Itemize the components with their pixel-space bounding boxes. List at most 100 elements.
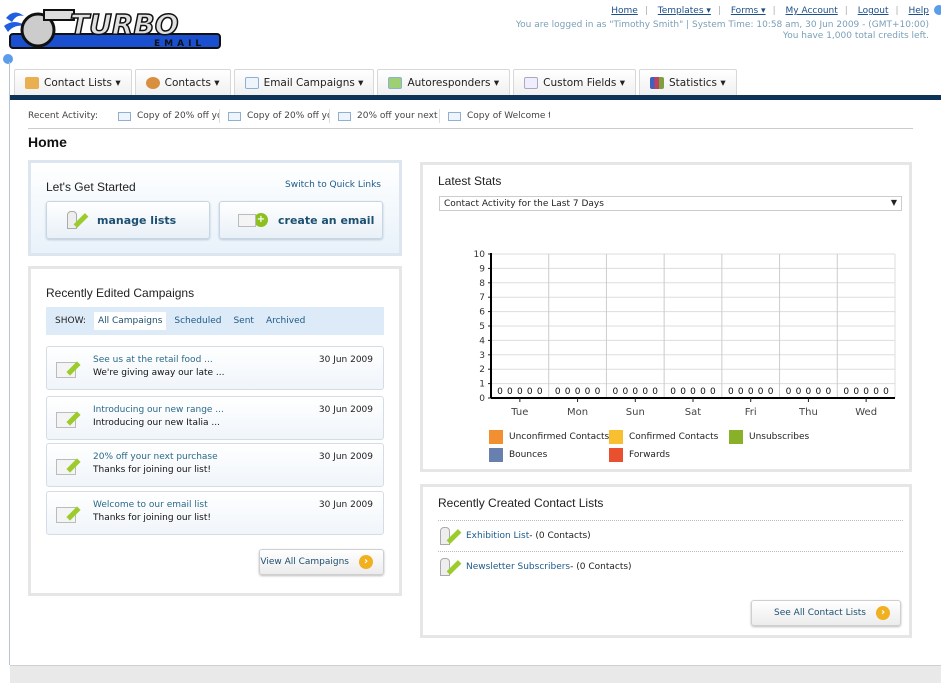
select-value: Contact Activity for the Last 7 Days (444, 199, 604, 209)
legend-swatch (489, 430, 503, 444)
campaign-title[interactable]: Introducing our new range ... (93, 405, 224, 415)
svg-text:EMAIL: EMAIL (154, 39, 205, 49)
decorative-dot (934, 5, 941, 15)
campaign-item[interactable]: Welcome to our email list Thanks for join… (46, 491, 384, 535)
page-title: Home (28, 134, 67, 150)
x-tick-label: Sun (626, 407, 645, 418)
recent-activity-item[interactable]: Copy of 20% off yo (110, 109, 221, 123)
recent-activity-item[interactable]: Copy of Welcome to (440, 109, 550, 123)
recent-activity-item[interactable]: Copy of 20% off yo (220, 109, 331, 123)
my-account-link[interactable]: My Account (785, 6, 838, 16)
filter-archived[interactable]: Archived (265, 316, 306, 326)
switch-quick-links-link[interactable]: Switch to Quick Links (285, 180, 381, 190)
campaign-filter: SHOW: All Campaigns Scheduled Sent Archi… (46, 307, 384, 335)
divider (9, 62, 10, 665)
campaign-item[interactable]: 20% off your next purchase Thanks for joi… (46, 443, 384, 487)
envelope-icon (228, 111, 242, 121)
panel-title: Recently Edited Campaigns (46, 286, 195, 300)
tab-contacts[interactable]: Contacts ▾ (134, 69, 231, 95)
manage-lists-button[interactable]: manage lists (46, 201, 210, 239)
data-label: 0 (613, 387, 619, 397)
campaign-subtitle: Thanks for joining our list! (93, 513, 212, 523)
tab-email-campaigns[interactable]: Email Campaigns ▾ (233, 69, 375, 95)
data-label: 0 (642, 387, 648, 397)
home-link[interactable]: Home (611, 6, 638, 16)
data-label: 0 (710, 387, 716, 397)
legend-item: Bounces (489, 448, 547, 462)
edit-email-icon (56, 455, 80, 477)
y-tick-label: 8 (479, 279, 485, 289)
legend-swatch (489, 448, 503, 462)
tab-statistics[interactable]: Statistics ▾ (639, 69, 737, 95)
contact-count: - (0 Contacts) (529, 530, 591, 541)
data-label: 0 (585, 387, 591, 397)
envelope-icon (238, 213, 256, 227)
contact-count: - (0 Contacts) (570, 561, 632, 572)
tab-label: Custom Fields ▾ (543, 76, 626, 89)
stats-select[interactable]: Contact Activity for the Last 7 Days ▼ (439, 196, 902, 211)
legend-label: Bounces (509, 450, 548, 460)
data-label: 0 (652, 387, 658, 397)
y-tick-label: 2 (479, 365, 485, 375)
data-label: 0 (565, 387, 571, 397)
x-tick-label: Tue (510, 407, 528, 418)
data-label: 0 (622, 387, 628, 397)
legend-swatch (609, 430, 623, 444)
data-label: 0 (758, 387, 764, 397)
campaign-title[interactable]: See us at the retail food ... (93, 355, 213, 365)
item-label: Copy of 20% off yo (247, 111, 331, 121)
filter-scheduled[interactable]: Scheduled (174, 316, 222, 326)
campaign-title[interactable]: Welcome to our email list (93, 500, 208, 510)
button-label: manage lists (97, 213, 177, 227)
edit-list-icon (65, 209, 87, 231)
edit-list-icon (438, 556, 460, 578)
latest-stats-panel: Latest Stats Contact Activity for the La… (420, 162, 912, 472)
contact-lists-icon (25, 76, 39, 89)
help-link[interactable]: Help (908, 6, 929, 16)
tab-label: Contact Lists ▾ (44, 76, 121, 89)
footer-area (10, 665, 941, 683)
tab-autoresponders[interactable]: Autoresponders ▾ (377, 69, 511, 95)
campaign-date: 30 Jun 2009 (318, 405, 373, 415)
campaign-subtitle: Introducing our new Italia ... (93, 418, 220, 428)
see-all-contact-lists-button[interactable]: See All Contact Lists › (751, 600, 901, 626)
campaign-item[interactable]: See us at the retail food ... We're givin… (46, 346, 384, 390)
item-label: Copy of Welcome to (467, 111, 551, 121)
data-label: 0 (853, 387, 859, 397)
filter-all-campaigns[interactable]: All Campaigns (93, 312, 167, 330)
data-label: 0 (768, 387, 774, 397)
contact-list-link[interactable]: Newsletter Subscribers (466, 561, 571, 572)
divider (28, 128, 913, 129)
data-label: 0 (527, 387, 533, 397)
turbo-email-logo: TURBO EMAIL (4, 7, 221, 49)
data-label: 0 (700, 387, 706, 397)
edit-email-icon (56, 358, 80, 380)
data-label: 0 (497, 387, 503, 397)
recent-activity-item[interactable]: 20% off your next p (330, 109, 441, 123)
y-tick-label: 5 (479, 322, 485, 332)
campaign-item[interactable]: Introducing our new range ... Introducing… (46, 396, 384, 440)
campaign-subtitle: Thanks for joining our list! (93, 465, 212, 475)
legend-label: Forwards (629, 450, 670, 460)
legend-swatch (609, 448, 623, 462)
legend-item: Unconfirmed Contacts (489, 430, 609, 444)
data-label: 0 (816, 387, 822, 397)
tab-contact-lists[interactable]: Contact Lists ▾ (14, 69, 132, 95)
templates-menu[interactable]: Templates ▾ (657, 6, 711, 16)
forms-menu[interactable]: Forms ▾ (730, 6, 766, 16)
view-all-campaigns-button[interactable]: View All Campaigns › (259, 549, 384, 575)
tab-custom-fields[interactable]: Custom Fields ▾ (513, 69, 637, 95)
create-email-button[interactable]: + create an email (219, 201, 383, 239)
contact-list-link[interactable]: Exhibition List (466, 530, 530, 541)
credits-info: You have 1,000 total credits left. (782, 31, 929, 41)
filter-sent[interactable]: Sent (233, 316, 254, 326)
tab-label: Contacts ▾ (164, 76, 220, 89)
logout-link[interactable]: Logout (857, 6, 889, 16)
data-label: 0 (632, 387, 638, 397)
panel-title: Recently Created Contact Lists (438, 496, 604, 510)
legend-label: Unsubscribes (749, 432, 810, 442)
autoresponder-icon (388, 76, 403, 89)
data-label: 0 (873, 387, 879, 397)
campaign-title[interactable]: 20% off your next purchase (93, 452, 218, 462)
